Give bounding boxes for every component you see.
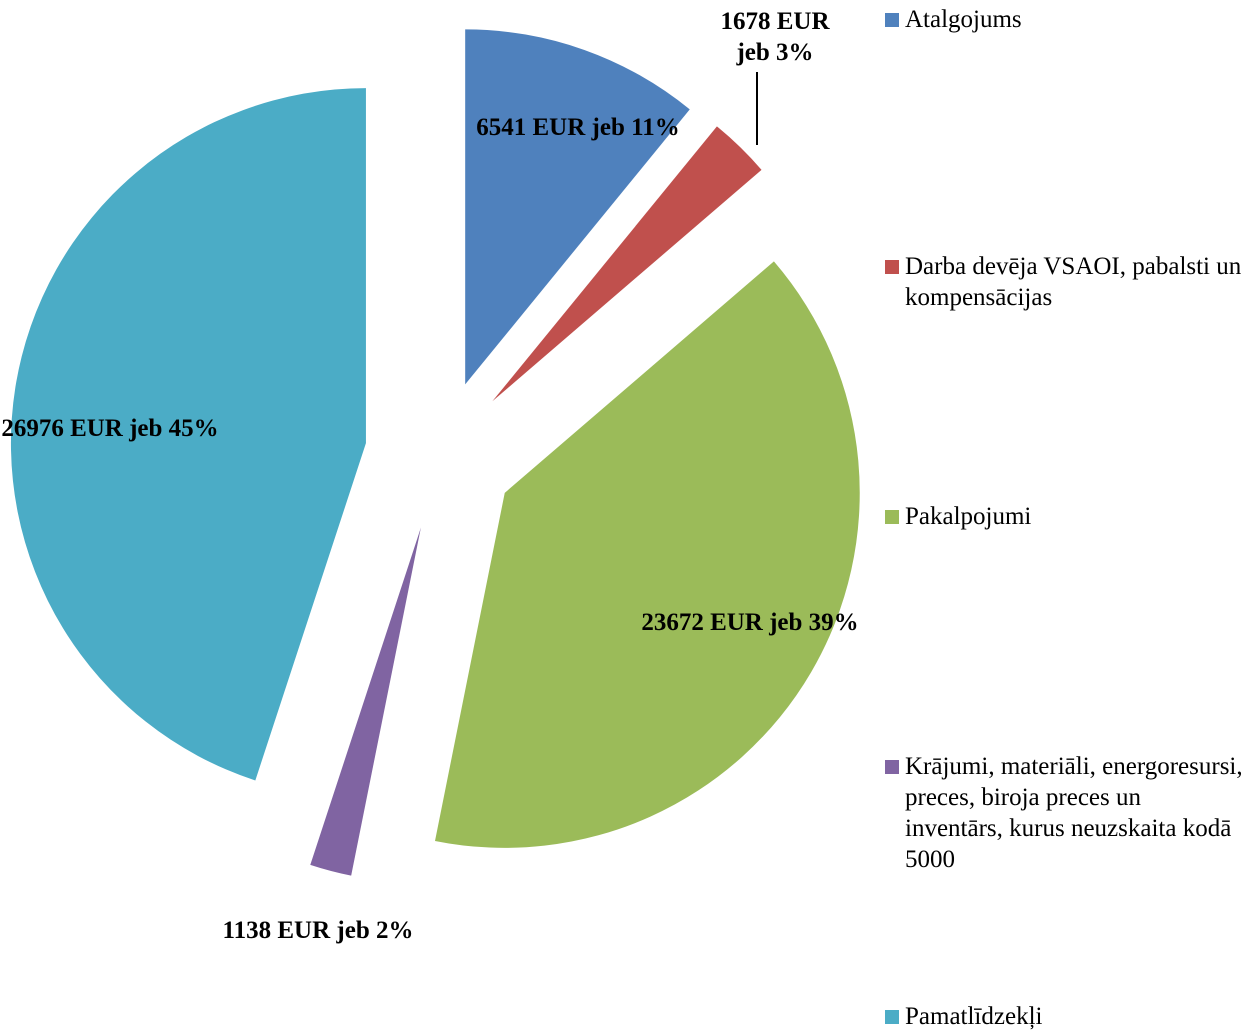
legend-item: Atalgojums [885, 4, 1243, 35]
legend-item: Krājumi, materiāli, energoresursi, prece… [885, 751, 1243, 875]
pie-slice [465, 29, 690, 385]
pie-slice [310, 527, 421, 876]
legend-label: Pakalpojumi [905, 503, 1032, 530]
legend-swatch [885, 13, 899, 27]
legend-swatch [885, 1010, 899, 1024]
data-label: 1678 EUR jeb 3% [720, 8, 830, 66]
legend-swatch [885, 510, 899, 524]
pie-slice [10, 88, 366, 781]
legend-label: Krājumi, materiāli, energoresursi, prece… [905, 753, 1243, 873]
legend-label: Darba devēja VSAOI, pabalsti un kompensā… [905, 253, 1242, 311]
data-label: 6541 EUR jeb 11% [476, 113, 680, 141]
legend-item: Pakalpojumi [885, 501, 1243, 532]
legend-label: Pamatlīdzekļi [905, 1003, 1043, 1030]
pie-slice [434, 261, 860, 848]
pie-slice [492, 126, 762, 402]
legend-swatch [885, 260, 899, 274]
data-label: 26976 EUR jeb 45% [1, 414, 219, 442]
legend-item: Darba devēja VSAOI, pabalsti un kompensā… [885, 251, 1243, 313]
legend-label: Atalgojums [905, 6, 1022, 33]
data-label: 1138 EUR jeb 2% [222, 916, 414, 944]
data-label: 23672 EUR jeb 39% [641, 608, 859, 636]
legend-swatch [885, 760, 899, 774]
legend-item: Pamatlīdzekļi [885, 1001, 1243, 1032]
